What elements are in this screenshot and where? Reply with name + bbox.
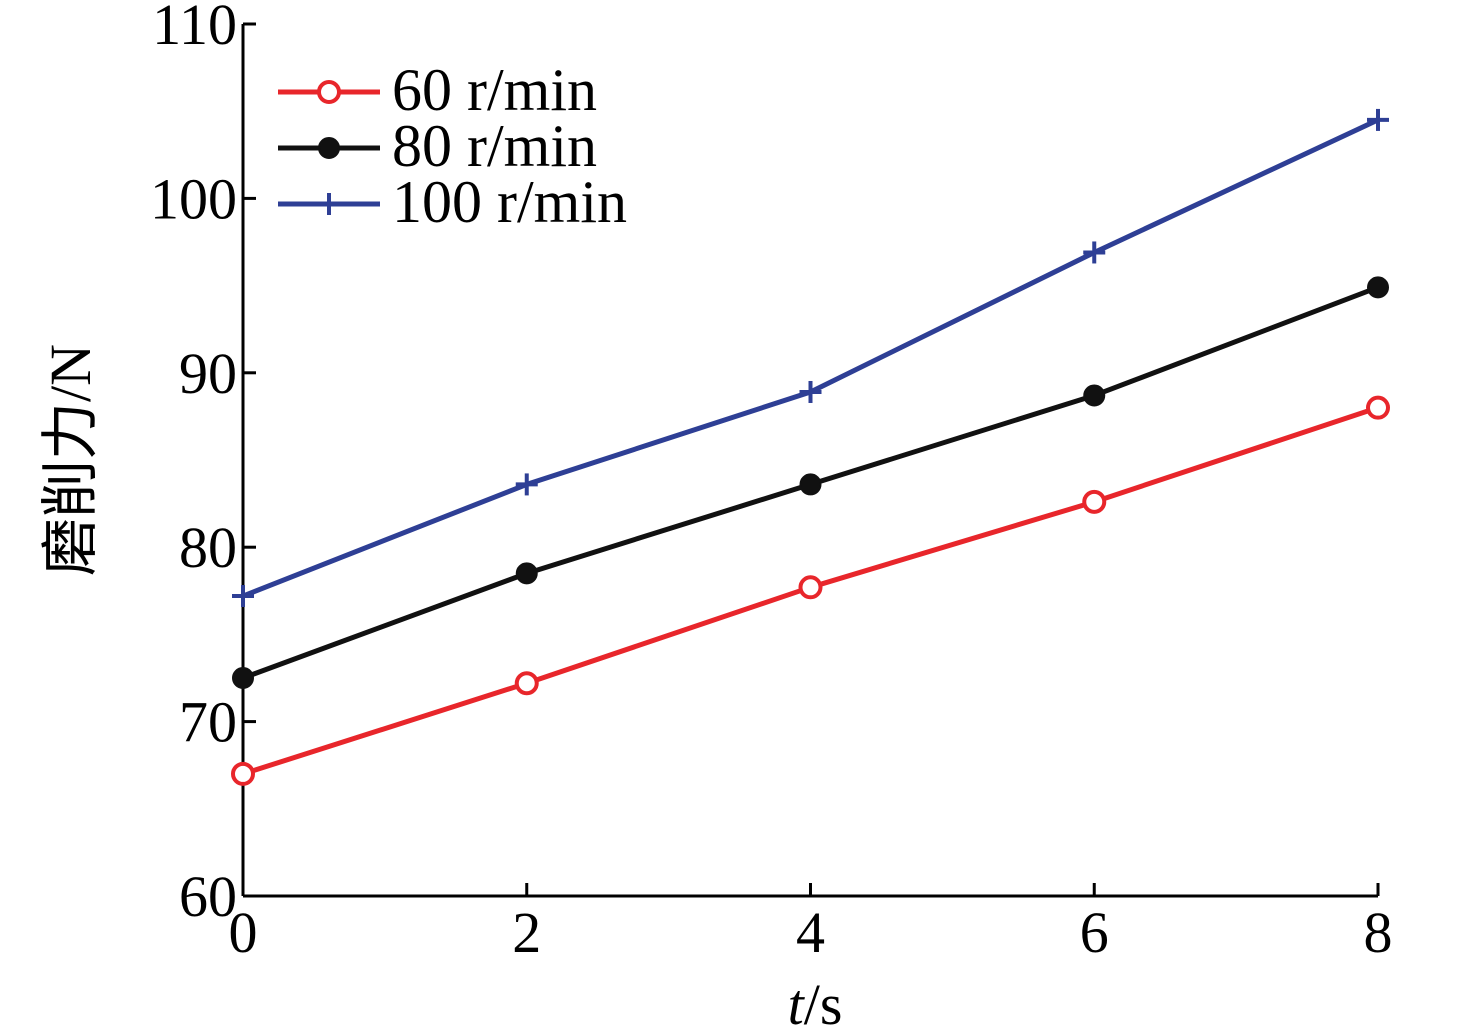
x-ticks: 0 2 4 6 8 (229, 883, 1393, 965)
x-tick-label: 8 (1364, 900, 1393, 965)
x-tick-label: 4 (796, 900, 825, 965)
series-1 (231, 395, 1390, 786)
data-point (1366, 395, 1390, 420)
series-3 (232, 108, 1389, 608)
legend-item: 80 r/min (278, 113, 597, 179)
data-point (515, 562, 538, 585)
data-point (1367, 108, 1389, 131)
data-point (1083, 241, 1106, 264)
legend-item: 100 r/min (278, 169, 627, 235)
y-tick-label: 70 (179, 690, 237, 755)
y-tick-label: 100 (150, 166, 237, 231)
x-axis-label-unit: /s (804, 972, 843, 1028)
data-point (799, 380, 822, 403)
x-axis-label: t/s (788, 972, 843, 1028)
data-point (1082, 489, 1107, 514)
y-axis-label: 磨削力/N (38, 344, 103, 576)
legend-marker (318, 137, 340, 159)
data-point (799, 473, 822, 496)
data-point (1367, 276, 1389, 299)
data-point (1083, 384, 1106, 407)
y-tick-label: 90 (179, 341, 237, 406)
series-layer (231, 108, 1390, 786)
data-point (231, 761, 255, 786)
data-point (515, 473, 538, 496)
series-2 (232, 276, 1389, 689)
data-point (798, 575, 823, 600)
x-tick-label: 0 (229, 900, 258, 965)
legend-label: 100 r/min (392, 169, 627, 235)
y-tick-label: 80 (179, 515, 237, 580)
legend-label: 60 r/min (392, 57, 597, 123)
legend-marker (317, 80, 341, 104)
y-tick-label: 110 (152, 0, 237, 57)
x-axis-label-variable: t (788, 972, 806, 1028)
x-tick-label: 6 (1080, 900, 1109, 965)
data-point (232, 585, 254, 608)
legend-item: 60 r/min (278, 57, 597, 123)
data-point (232, 667, 254, 689)
legend-label: 80 r/min (392, 113, 597, 179)
data-point (514, 671, 539, 696)
x-tick-label: 2 (512, 900, 541, 965)
y-tick-label: 60 (179, 864, 237, 929)
y-ticks: 60 70 80 90 100 110 (150, 0, 256, 929)
legend-marker (318, 193, 340, 215)
